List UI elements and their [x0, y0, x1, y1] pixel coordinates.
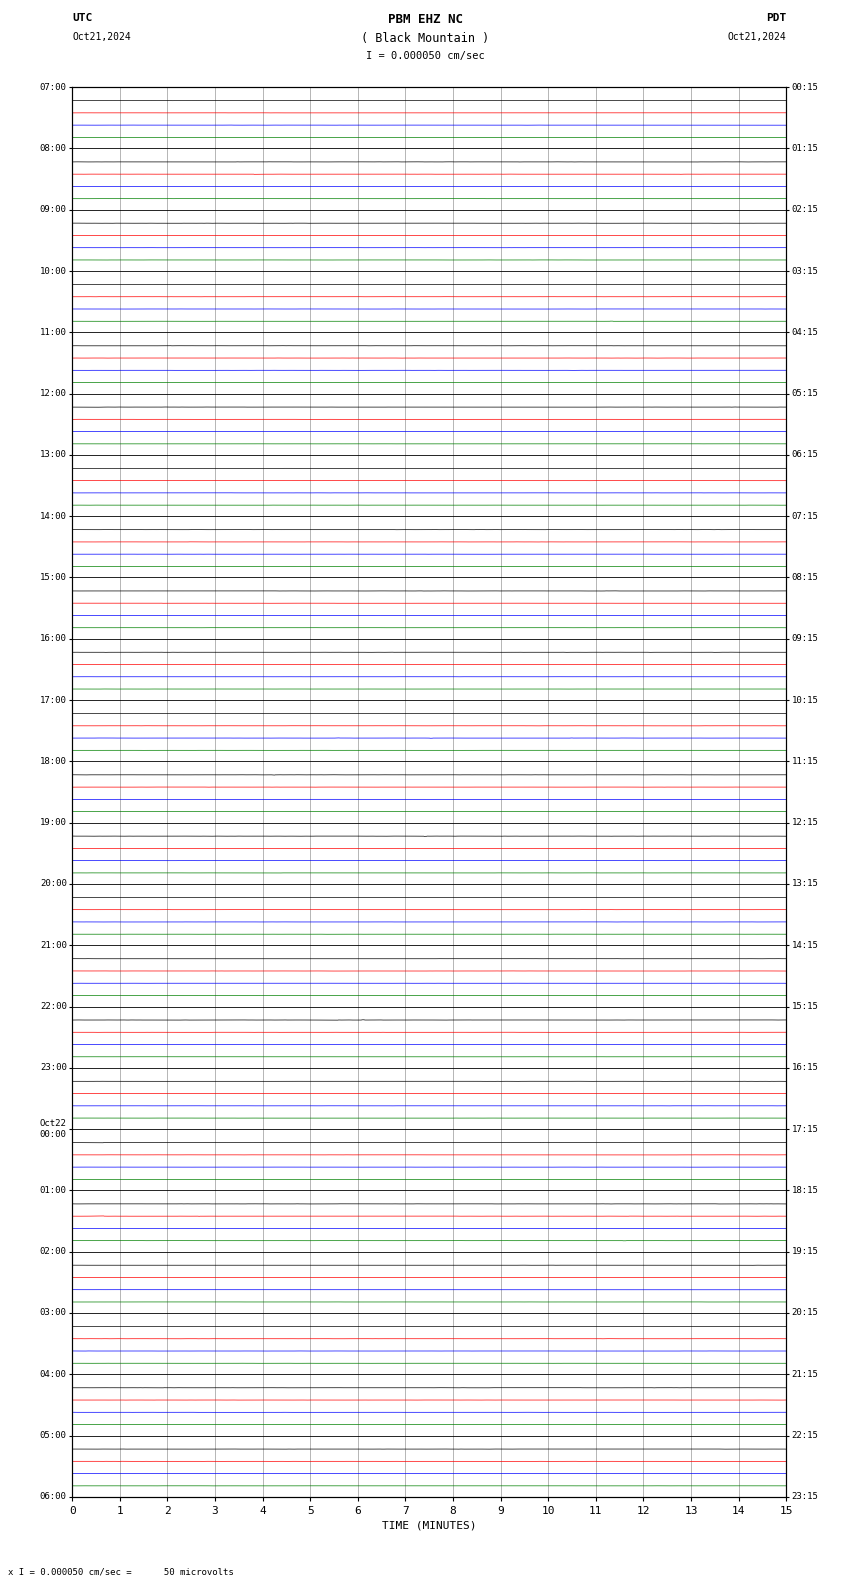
Text: PDT: PDT	[766, 13, 786, 22]
Text: ( Black Mountain ): ( Black Mountain )	[361, 32, 489, 44]
X-axis label: TIME (MINUTES): TIME (MINUTES)	[382, 1521, 477, 1530]
Text: Oct21,2024: Oct21,2024	[728, 32, 786, 41]
Text: x I = 0.000050 cm/sec =      50 microvolts: x I = 0.000050 cm/sec = 50 microvolts	[8, 1567, 235, 1576]
Text: PBM EHZ NC: PBM EHZ NC	[388, 13, 462, 25]
Text: I = 0.000050 cm/sec: I = 0.000050 cm/sec	[366, 51, 484, 60]
Text: Oct21,2024: Oct21,2024	[72, 32, 131, 41]
Text: UTC: UTC	[72, 13, 93, 22]
